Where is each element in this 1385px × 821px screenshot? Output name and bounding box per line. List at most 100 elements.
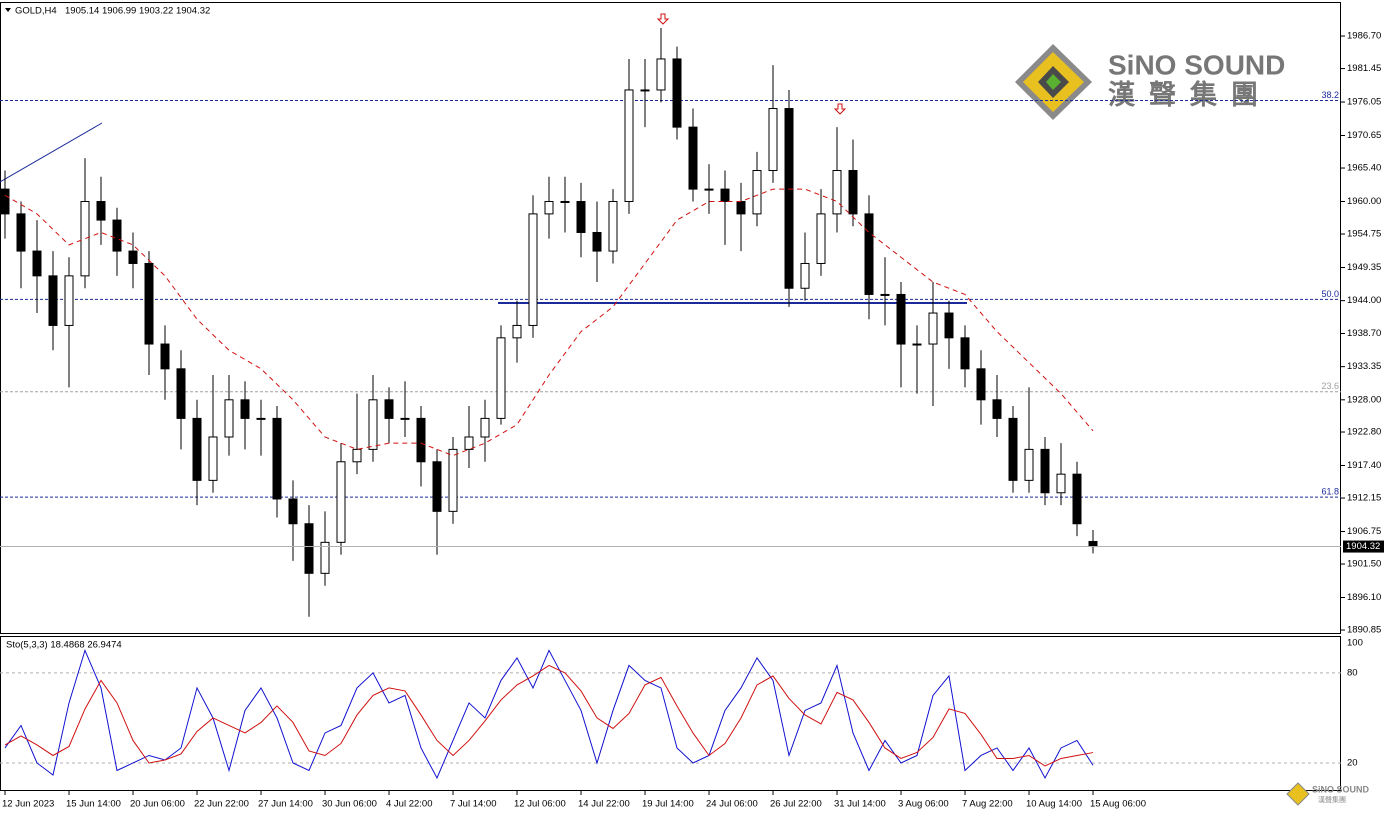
candle-body [464,436,474,450]
candle-body [880,293,890,296]
x-tick-label: 12 Jun 2023 [2,799,54,810]
candle-body [224,399,234,438]
x-tick-label: 26 Jul 22:00 [770,799,822,810]
candle-body [400,417,410,420]
x-tick-label: 15 Jun 14:00 [66,799,121,810]
candle-body [848,170,858,215]
main-panel [0,2,1341,634]
candle-body [640,89,650,92]
x-tick-label: 14 Jul 22:00 [578,799,630,810]
candle-body [800,262,810,289]
y-tick-label: 1912.15 [1347,493,1381,504]
indicator-tick-label: 80 [1347,667,1358,678]
candle-body [448,448,458,512]
fib-label: 23.6 [1321,381,1339,391]
x-tick-label: 7 Aug 22:00 [962,799,1013,810]
candle-body [368,399,378,450]
stochastic-line [4,664,1094,767]
candle-body [560,200,570,203]
candle-body [704,188,714,191]
menu-triangle[interactable] [5,8,11,12]
candle-body [864,213,874,295]
x-tick-label: 12 Jul 06:00 [514,799,566,810]
y-tick-label: 1922.80 [1347,427,1381,438]
indicator-panel [0,636,1341,791]
small-brand-name: SiNO SOUND [1312,784,1370,794]
stochastic-line [4,648,1094,780]
y-tick-label: 1928.00 [1347,394,1381,405]
candle-body [336,461,346,543]
y-tick-label: 1933.35 [1347,361,1381,372]
y-tick-label: 1970.65 [1347,130,1381,141]
x-tick-label: 24 Jul 06:00 [706,799,758,810]
candle-body [48,275,58,326]
candle-body [304,523,314,574]
trend-line [0,122,103,183]
candle-body [528,213,538,326]
candle-body [16,213,26,252]
x-tick-label: 4 Jul 22:00 [386,799,432,810]
candle-body [976,368,986,401]
fib-label: 50.0 [1321,289,1339,299]
candle-body [1008,417,1018,481]
candle-body [0,188,10,215]
candle-body [96,200,106,221]
y-tick-label: 1981.45 [1347,63,1381,74]
candle-body [432,461,442,512]
x-tick-label: 3 Aug 06:00 [898,799,949,810]
candle-body [112,219,122,252]
candle-body [816,213,826,264]
candle-body [496,337,506,419]
candle-body [992,399,1002,419]
candle-body [192,417,202,481]
x-tick-label: 22 Jun 22:00 [194,799,249,810]
candle-body [912,343,922,346]
candle-body [928,312,938,345]
candle-body [1056,473,1066,494]
y-tick-label: 1906.75 [1347,526,1381,537]
candle-body [272,417,282,500]
candle-body [320,541,330,574]
candle-body [768,108,778,172]
brand-chinese: 漢聲集團 [1108,79,1272,110]
candle-body [480,417,490,438]
candle-body [416,417,426,463]
candle-body [64,275,74,326]
candle-body [384,399,394,419]
indicator-tick-label: 20 [1347,757,1358,768]
candle-body [1088,540,1098,548]
logo: SiNO SOUND 漢聲集團 [1015,44,1285,120]
candle-body [144,262,154,345]
candle-body [256,417,266,420]
candle-body [1072,473,1082,525]
small-brand-chinese: 漢聲集團 [1318,795,1346,804]
candle-body [80,200,90,277]
candle-body [240,399,250,419]
candle-body [752,170,762,215]
symbol-title: GOLD,H4 [15,6,57,17]
y-tick-label: 1960.00 [1347,196,1381,207]
candle-body [1040,448,1050,494]
candle-body [576,200,586,233]
candle-body [608,200,618,252]
candle-body [208,436,218,481]
y-tick-label: 1965.40 [1347,163,1381,174]
candle-body [944,312,954,339]
y-tick-label: 1954.75 [1347,229,1381,240]
candle-body [32,250,42,277]
candle-body [544,200,554,215]
y-tick-label: 1976.05 [1347,97,1381,108]
candle-body [176,368,186,419]
candle-body [160,343,170,370]
candle-body [736,200,746,215]
indicator-label: Sto(5,3,3) 18.4868 26.9474 [6,640,122,651]
candle-body [656,58,666,91]
brand-name: SiNO SOUND [1108,49,1285,80]
small-logo: SiNO SOUND 漢聲集團 [1286,782,1370,806]
y-tick-label: 1944.00 [1347,295,1381,306]
y-tick-label: 1949.35 [1347,262,1381,273]
candle-body [784,108,794,289]
x-tick-label: 10 Aug 14:00 [1026,799,1082,810]
